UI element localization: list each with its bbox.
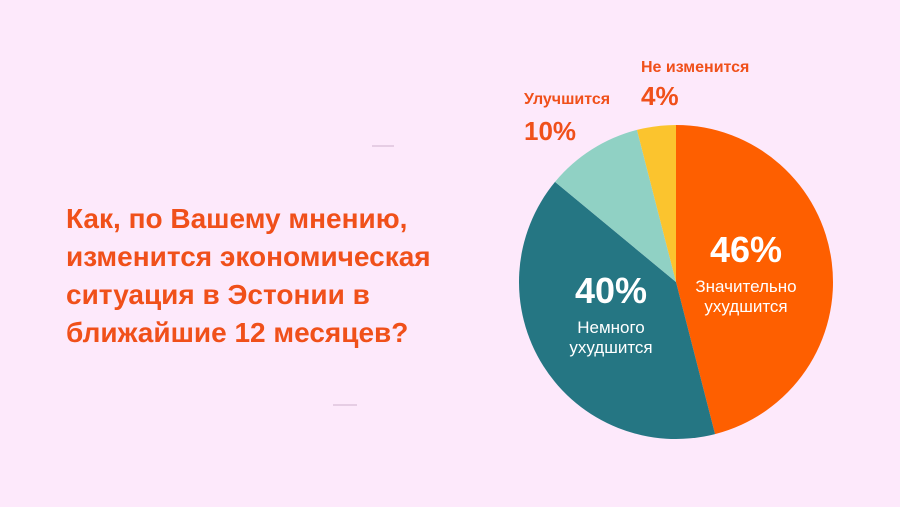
slice-category-label: Не изменится [641,59,749,76]
slice-value-label: 46% [710,229,782,270]
slice-category-label: Улучшится [524,91,610,108]
divider-line [372,145,394,147]
slice-category-label: ухудшится [569,338,652,357]
chart-title: Как, по Вашему мнению, изменится экономи… [66,203,431,348]
divider-line [333,404,357,406]
slice-category-label: Немного [577,318,645,337]
pie-slice [676,125,834,435]
pie-slice [518,181,716,440]
slice-value-label: 40% [575,270,647,311]
pie-slice [555,129,676,282]
slice-value-label: 10% [524,116,576,146]
slice-category-label: ухудшится [704,297,787,316]
slice-value-label: 4% [641,81,679,111]
pie-slice [636,125,676,282]
slice-category-label: Значительно [695,277,796,296]
